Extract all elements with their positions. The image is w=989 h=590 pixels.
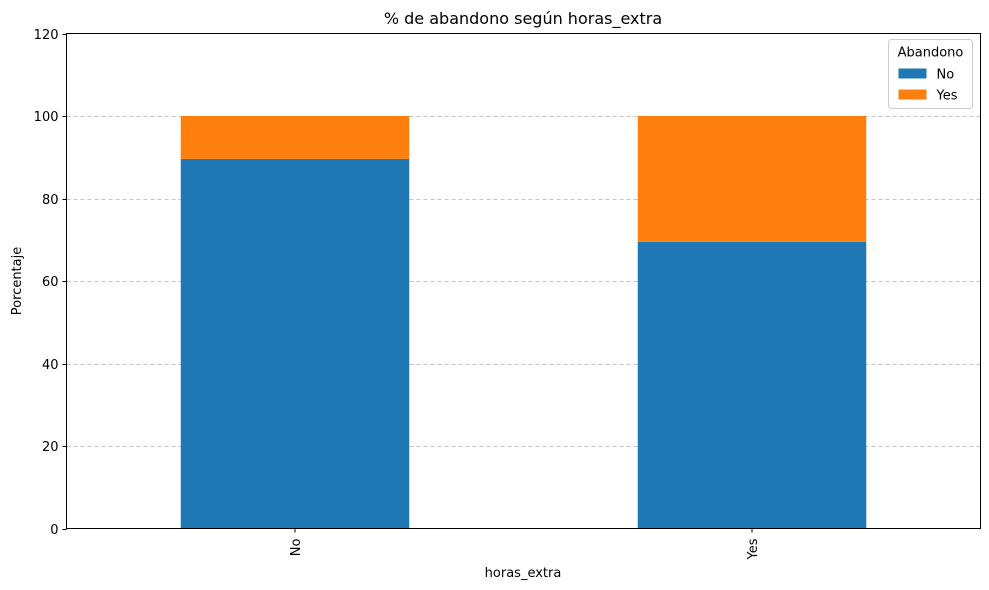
bar-yes-yes	[637, 116, 867, 242]
legend-label-no: No	[937, 68, 955, 83]
y-tick-label: 40	[42, 358, 59, 373]
bar-no-no	[180, 158, 410, 529]
grid-lines	[66, 116, 981, 447]
legend-swatch-no	[898, 68, 927, 79]
y-tick-label: 80	[42, 193, 59, 208]
bar-yes-no	[637, 241, 867, 529]
bars	[180, 116, 867, 529]
bar-no-yes	[180, 116, 410, 159]
y-tick-label: 20	[42, 440, 59, 455]
y-tick-label: 0	[50, 523, 58, 538]
x-axis: No Yes	[289, 528, 761, 561]
x-tick-label: No	[289, 538, 304, 556]
legend-swatch-yes	[898, 89, 927, 100]
y-tick-label: 100	[34, 110, 59, 125]
legend: Abandono No Yes	[888, 39, 973, 109]
legend-label-yes: Yes	[936, 89, 958, 104]
y-axis: 0 20 40 60 80 100 120	[34, 28, 67, 538]
y-tick-label: 60	[42, 275, 59, 290]
y-tick-label: 120	[34, 28, 59, 43]
legend-title: Abandono	[898, 46, 964, 61]
y-axis-label: Porcentaje	[10, 247, 25, 315]
chart-title: % de abandono según horas_extra	[384, 9, 662, 29]
x-tick-label: Yes	[746, 538, 761, 560]
x-axis-label: horas_extra	[485, 566, 562, 581]
